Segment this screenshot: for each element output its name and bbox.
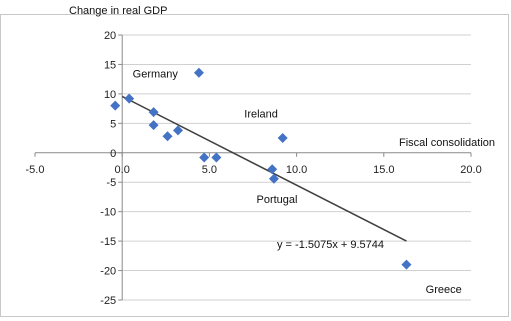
trendline [121,95,407,242]
y-tick-label: 15 [104,59,116,71]
data-point [193,67,204,78]
y-tick-label: 0 [110,148,116,160]
axes [34,34,472,301]
annotation-label: Germany [133,68,179,80]
data-point [162,131,173,142]
x-tick-label: 5.0 [202,164,217,176]
annotation-label: Portugal [256,194,297,206]
y-tick-label: -5 [106,177,116,189]
y-axis-label: Change in real GDP [69,5,167,17]
trendline-equation: y = -1.5075x + 9.5744 [277,239,384,251]
trendline-group [121,95,407,242]
y-tick-label: 10 [104,89,116,101]
y-tick-label: -25 [100,295,116,307]
data-point [401,259,412,270]
x-tick-label: 10.0 [286,164,307,176]
x-tick-label: 20.0 [460,164,481,176]
x-tick-label: 0.0 [115,164,130,176]
y-tick-label: -20 [100,266,116,278]
data-points [110,67,412,270]
y-tick-label: -15 [100,236,116,248]
plot-frame [0,14,509,317]
data-point [110,100,121,111]
y-tick-label: 5 [110,118,116,130]
annotations: Germany Ireland Portugal Greece [133,68,462,296]
data-point [173,125,184,136]
data-point [277,133,288,144]
data-point [267,164,278,175]
data-point [211,152,222,163]
tick-labels: -25 -20 -15 -10 -5 0 5 10 15 20 -5.0 0.0 5.0 10.0 15.0… [26,30,482,307]
annotation-label: Ireland [244,108,278,120]
grid-lines [122,34,471,301]
x-tick-label: -5.0 [26,164,45,176]
data-point [199,152,210,163]
data-point [148,107,159,118]
y-tick-label: 20 [104,30,116,42]
x-tick-label: 15.0 [373,164,394,176]
data-point [124,93,135,104]
data-point [268,173,279,184]
data-point [148,120,159,131]
y-tick-label: -10 [100,207,116,219]
annotation-label: Greece [426,284,462,296]
x-axis-label: Fiscal consolidation [399,137,495,149]
